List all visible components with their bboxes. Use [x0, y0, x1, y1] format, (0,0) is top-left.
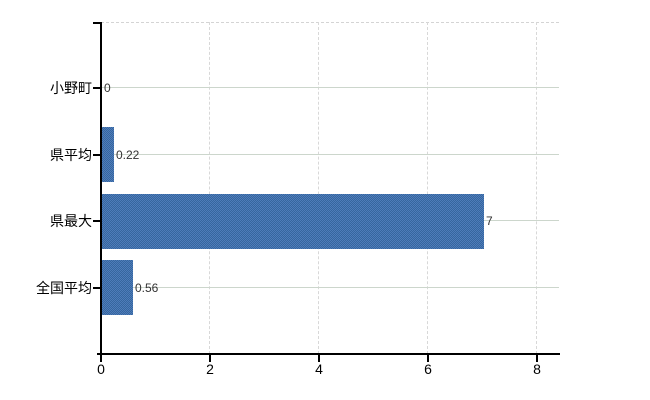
y-axis-top-tick-mark — [93, 22, 101, 24]
y-tick-mark — [93, 287, 101, 289]
y-axis-line — [100, 22, 102, 355]
v-gridline — [427, 22, 428, 354]
bar — [102, 127, 114, 182]
bar-value-label: 0 — [104, 81, 111, 95]
h-gridline — [101, 287, 559, 288]
category-label: 県最大 — [50, 213, 92, 229]
h-gridline — [101, 154, 559, 155]
v-gridline — [209, 22, 210, 354]
x-tick-label: 2 — [206, 361, 214, 377]
x-tick-mark — [209, 353, 211, 362]
x-tick-mark — [318, 353, 320, 362]
category-label: 県平均 — [50, 147, 92, 163]
plot-top-border — [101, 22, 559, 23]
x-axis-line — [97, 353, 560, 355]
v-gridline — [536, 22, 537, 354]
x-tick-label: 0 — [97, 361, 105, 377]
bar-value-label: 0.22 — [116, 148, 140, 162]
x-tick-mark — [536, 353, 538, 362]
x-tick-label: 6 — [424, 361, 432, 377]
bar — [102, 260, 133, 315]
x-tick-label: 4 — [315, 361, 323, 377]
v-gridline — [318, 22, 319, 354]
x-tick-mark — [427, 353, 429, 362]
y-tick-mark — [93, 87, 101, 89]
plot-area: 0 0.22 7 0.56 — [101, 22, 559, 354]
x-tick-label: 8 — [533, 361, 541, 377]
y-tick-mark — [93, 220, 101, 222]
h-gridline — [101, 87, 559, 88]
bar — [102, 194, 484, 249]
x-tick-mark — [100, 353, 102, 362]
bar-value-label: 0.56 — [135, 281, 159, 295]
y-tick-mark — [93, 154, 101, 156]
category-label: 小野町 — [50, 80, 92, 96]
category-label: 全国平均 — [36, 280, 92, 296]
bar-value-label: 7 — [486, 214, 493, 228]
